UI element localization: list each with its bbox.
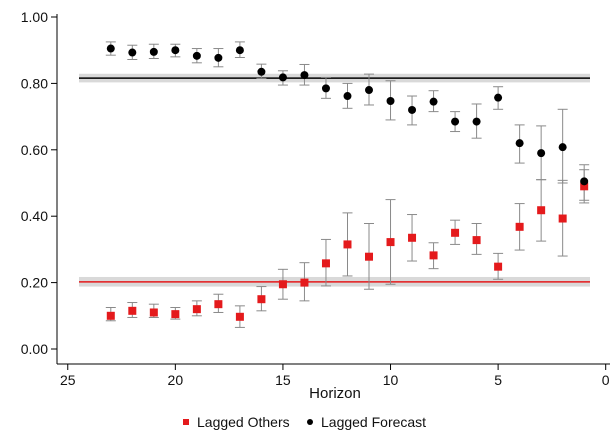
point-lagged-others [321,259,330,268]
point-lagged-forecast [321,84,330,93]
point-lagged-others [408,233,417,242]
point-lagged-others [429,251,438,260]
point-lagged-forecast [429,97,438,106]
point-lagged-forecast [580,177,589,186]
point-lagged-forecast [494,93,503,102]
point-lagged-others [451,228,460,237]
point-lagged-others [472,236,481,245]
legend-label: Lagged Others [197,414,290,430]
y-tick-label: 0.20 [21,275,48,291]
point-lagged-forecast [300,71,309,80]
point-lagged-forecast [451,117,460,126]
x-tick-label: 0 [602,372,610,388]
x-tick-label: 20 [168,372,184,388]
point-lagged-others [537,206,546,215]
point-lagged-forecast [278,73,287,82]
y-tick-label: 0.80 [21,75,48,91]
point-lagged-forecast [386,96,395,105]
point-lagged-forecast [365,86,374,95]
point-lagged-forecast [257,67,266,76]
legend-item: Lagged Forecast [307,414,426,430]
legend-marker-circle [307,419,313,425]
x-tick-label: 10 [383,372,399,388]
point-lagged-others [558,214,567,223]
point-lagged-forecast [192,51,201,60]
point-lagged-others [257,295,266,304]
point-lagged-others [343,240,352,249]
point-lagged-others [386,238,395,247]
point-lagged-others [214,300,223,309]
x-tick-label: 5 [494,372,502,388]
reference-bands [79,73,590,287]
point-lagged-others [515,222,524,231]
point-lagged-others [365,252,374,261]
point-lagged-forecast [235,46,244,55]
legend-item: Lagged Others [183,414,290,430]
x-tick-label: 15 [275,372,291,388]
point-lagged-forecast [472,117,481,126]
point-lagged-forecast [149,47,158,56]
point-lagged-others [106,311,115,320]
point-lagged-others [494,262,503,271]
axes: 0.00 0.20 0.40 0.60 0.80 1.00 25 20 15 10 5 0 [21,9,610,388]
x-tick-label: 25 [60,372,76,388]
point-lagged-forecast [537,149,546,158]
legend: Lagged Others Lagged Forecast [183,414,426,430]
point-lagged-forecast [343,92,352,101]
legend-marker-square [183,419,189,425]
y-tick-label: 0.60 [21,142,48,158]
point-lagged-others [149,308,158,317]
x-axis-title: Horizon [309,385,361,402]
point-lagged-forecast [515,139,524,148]
point-lagged-others [300,278,309,287]
point-lagged-others [192,305,201,314]
point-lagged-others [128,306,137,315]
point-lagged-others [171,310,180,319]
point-lagged-forecast [214,53,223,62]
point-lagged-forecast [106,44,115,53]
y-tick-label: 0.40 [21,208,48,224]
point-lagged-others [278,280,287,289]
point-lagged-forecast [128,48,137,57]
legend-label: Lagged Forecast [321,414,426,430]
point-lagged-others [235,312,244,321]
point-lagged-forecast [558,143,567,152]
point-lagged-others [580,182,589,191]
point-lagged-forecast [171,46,180,55]
point-lagged-forecast [408,105,417,114]
y-tick-label: 1.00 [21,9,48,25]
markers [106,44,589,321]
y-tick-label: 0.00 [21,341,48,357]
